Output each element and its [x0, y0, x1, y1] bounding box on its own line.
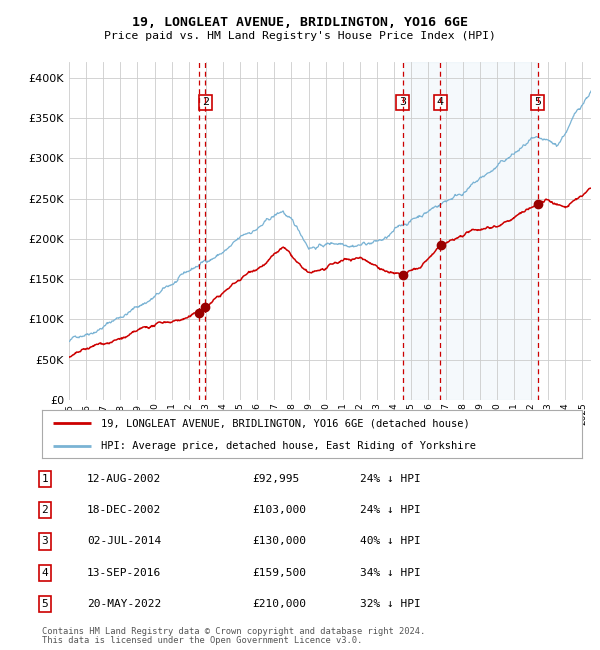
Text: 40% ↓ HPI: 40% ↓ HPI [360, 536, 421, 547]
Text: £130,000: £130,000 [252, 536, 306, 547]
Text: 34% ↓ HPI: 34% ↓ HPI [360, 567, 421, 578]
Text: 4: 4 [437, 98, 444, 107]
Text: 2: 2 [41, 505, 49, 515]
Text: 12-AUG-2002: 12-AUG-2002 [87, 474, 161, 484]
Text: 1: 1 [41, 474, 49, 484]
Text: Contains HM Land Registry data © Crown copyright and database right 2024.: Contains HM Land Registry data © Crown c… [42, 627, 425, 636]
Text: 18-DEC-2002: 18-DEC-2002 [87, 505, 161, 515]
Text: 2: 2 [202, 98, 209, 107]
Text: 13-SEP-2016: 13-SEP-2016 [87, 567, 161, 578]
Text: HPI: Average price, detached house, East Riding of Yorkshire: HPI: Average price, detached house, East… [101, 441, 476, 451]
Text: This data is licensed under the Open Government Licence v3.0.: This data is licensed under the Open Gov… [42, 636, 362, 645]
Text: 3: 3 [41, 536, 49, 547]
Text: 24% ↓ HPI: 24% ↓ HPI [360, 505, 421, 515]
Text: 24% ↓ HPI: 24% ↓ HPI [360, 474, 421, 484]
Text: 32% ↓ HPI: 32% ↓ HPI [360, 599, 421, 609]
Text: 3: 3 [399, 98, 406, 107]
Text: £159,500: £159,500 [252, 567, 306, 578]
Text: £210,000: £210,000 [252, 599, 306, 609]
Text: 02-JUL-2014: 02-JUL-2014 [87, 536, 161, 547]
Text: 19, LONGLEAT AVENUE, BRIDLINGTON, YO16 6GE (detached house): 19, LONGLEAT AVENUE, BRIDLINGTON, YO16 6… [101, 418, 470, 428]
Text: 5: 5 [41, 599, 49, 609]
Text: 5: 5 [534, 98, 541, 107]
Text: £92,995: £92,995 [252, 474, 299, 484]
Text: 4: 4 [41, 567, 49, 578]
Text: 19, LONGLEAT AVENUE, BRIDLINGTON, YO16 6GE: 19, LONGLEAT AVENUE, BRIDLINGTON, YO16 6… [132, 16, 468, 29]
Text: 20-MAY-2022: 20-MAY-2022 [87, 599, 161, 609]
Text: £103,000: £103,000 [252, 505, 306, 515]
Bar [403, 62, 538, 400]
Text: Price paid vs. HM Land Registry's House Price Index (HPI): Price paid vs. HM Land Registry's House … [104, 31, 496, 41]
